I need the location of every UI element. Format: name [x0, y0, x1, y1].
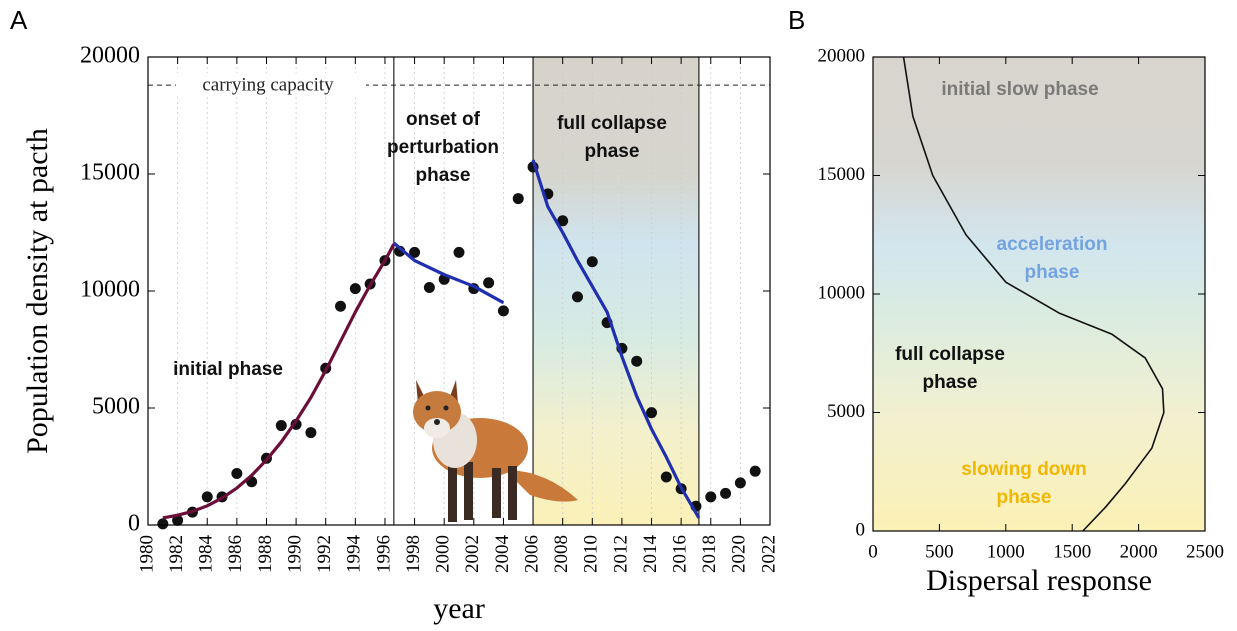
x-tick-label: 1998	[403, 535, 424, 573]
data-point	[305, 427, 316, 438]
phase-label: phase	[1025, 262, 1080, 283]
phase-label: full collapse	[895, 344, 1005, 365]
x-tick-label: 2004	[492, 535, 513, 574]
y-tick-label: 0	[128, 511, 140, 537]
x-tick-label: 1984	[196, 535, 217, 574]
x-tick-label: 1994	[344, 535, 365, 574]
phase-label: phase	[585, 141, 640, 162]
x-tick-label: 2000	[433, 535, 454, 573]
x-tick-label: 0	[868, 541, 878, 562]
x-tick-label: 2020	[729, 535, 750, 573]
phase-label: phase	[997, 487, 1052, 508]
data-point	[735, 477, 746, 488]
x-tick-label: 1992	[314, 535, 335, 573]
data-point	[587, 256, 598, 267]
x-tick-label: 1986	[225, 535, 246, 573]
page: {"chart_data": [ {"type": "scatter", "pa…	[0, 0, 1237, 631]
y-tick-label: 15000	[818, 164, 866, 185]
y-axis-title: Population density at pacth	[21, 128, 54, 454]
y-tick-label: 5000	[827, 401, 865, 422]
x-tick-label: 2002	[462, 535, 483, 573]
x-axis-title: year	[433, 592, 485, 625]
x-tick-label: 1996	[373, 535, 394, 573]
x-tick-label: 2016	[670, 535, 691, 573]
phase-label: initial phase	[173, 359, 283, 380]
x-tick-label: 2500	[1186, 541, 1224, 562]
x-tick-label: 2014	[640, 535, 661, 574]
y-tick-label: 20000	[818, 45, 866, 66]
data-point	[705, 491, 716, 502]
data-point	[276, 420, 287, 431]
x-tick-label: 1982	[166, 535, 187, 573]
data-point	[661, 472, 672, 483]
x-tick-label: 1980	[136, 535, 157, 573]
data-point	[631, 356, 642, 367]
phase-label: phase	[923, 372, 978, 393]
data-point	[424, 282, 435, 293]
x-tick-label: 1990	[284, 535, 305, 573]
data-point	[454, 247, 465, 258]
phase-label: acceleration	[997, 234, 1108, 255]
panel-letter: A	[10, 5, 28, 35]
phase-label: perturbation	[387, 137, 499, 158]
x-tick-label: 2012	[610, 535, 631, 573]
data-point	[157, 518, 168, 529]
phase-label: initial slow phase	[941, 79, 1098, 100]
data-point	[483, 277, 494, 288]
x-tick-label: 2010	[581, 535, 602, 573]
carrying-capacity-label: carrying capacity	[202, 74, 334, 95]
data-point	[513, 193, 524, 204]
x-tick-label: 2000	[1120, 541, 1158, 562]
y-tick-label: 5000	[92, 394, 140, 420]
data-point	[335, 301, 346, 312]
figure: A B 1980 1982 1984 1986 1988 1990 1992 1994 1996…	[0, 0, 1237, 631]
panel-letter: B	[788, 5, 805, 35]
data-point	[231, 468, 242, 479]
data-point	[750, 466, 761, 477]
x-tick-label: 2018	[699, 535, 720, 573]
x-tick-label: 2022	[758, 535, 779, 573]
data-point	[720, 488, 731, 499]
x-tick-label: 500	[925, 541, 954, 562]
phase-label: onset of	[406, 109, 481, 130]
phase-label: full collapse	[557, 113, 667, 134]
data-point	[498, 305, 509, 316]
y-tick-label: 10000	[818, 282, 866, 303]
y-tick-label: 0	[856, 519, 866, 540]
x-tick-label: 1988	[255, 535, 276, 573]
x-axis-title: Dispersal response	[926, 564, 1152, 597]
y-tick-label: 15000	[80, 160, 140, 186]
data-point	[572, 291, 583, 302]
data-point	[646, 407, 657, 418]
phase-label: phase	[416, 165, 471, 186]
y-tick-label: 20000	[80, 43, 140, 69]
x-tick-label: 2008	[551, 535, 572, 573]
y-tick-label: 10000	[80, 277, 140, 303]
x-tick-label: 1500	[1053, 541, 1091, 562]
phase-label: slowing down	[961, 459, 1087, 480]
x-tick-label: 1000	[987, 541, 1025, 562]
data-point	[202, 491, 213, 502]
data-point	[350, 283, 361, 294]
x-tick-label: 2006	[521, 535, 542, 573]
